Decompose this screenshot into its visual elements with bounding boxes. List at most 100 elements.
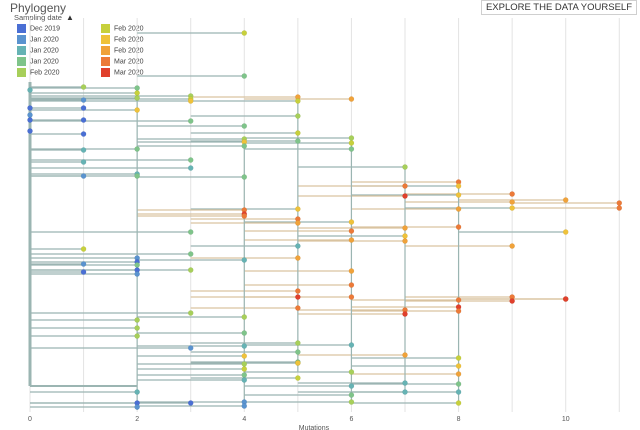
data-point: [241, 143, 248, 149]
legend-label: Feb 2020: [114, 25, 144, 33]
data-point: [348, 294, 355, 300]
legend-swatch: [101, 68, 110, 77]
data-point: [241, 330, 248, 336]
data-point: [295, 340, 301, 346]
data-point: [295, 98, 301, 104]
data-point: [455, 224, 462, 230]
legend-label: Dec 2019: [30, 25, 60, 33]
legend-title[interactable]: Sampling date ▲: [14, 13, 74, 22]
branches: [28, 32, 620, 410]
data-point: [187, 251, 194, 257]
data-point: [241, 73, 248, 79]
data-point: [134, 95, 140, 101]
data-point: [134, 271, 140, 277]
legend-label: Jan 2020: [30, 47, 59, 55]
data-point: [295, 294, 301, 300]
x-tick-label: 6: [349, 416, 353, 423]
legend-swatch: [101, 24, 110, 33]
data-point: [295, 220, 301, 226]
data-point: [134, 173, 140, 179]
data-point: [27, 128, 33, 134]
data-point: [187, 98, 194, 104]
data-point: [295, 113, 301, 119]
data-point: [348, 135, 355, 141]
data-point: [134, 262, 140, 268]
data-point: [134, 325, 140, 331]
data-point: [241, 366, 248, 372]
legend-label: Mar 2020: [114, 69, 144, 77]
data-point: [241, 361, 248, 367]
legend-item[interactable]: Feb 2020: [101, 24, 144, 34]
legend-swatch: [17, 24, 26, 33]
legend-item[interactable]: Mar 2020: [101, 68, 144, 78]
data-point: [348, 268, 355, 274]
data-point: [455, 308, 462, 314]
legend-swatch: [101, 46, 110, 55]
x-tick-label: 4: [242, 416, 246, 423]
x-tick-label: 10: [562, 416, 570, 423]
data-point: [80, 269, 87, 275]
data-point: [348, 383, 355, 389]
data-point: [187, 229, 194, 235]
chevron-up-icon[interactable]: ▲: [66, 13, 74, 22]
data-point: [295, 360, 301, 366]
data-point: [509, 191, 515, 197]
data-point: [348, 228, 355, 234]
data-point: [80, 159, 87, 165]
data-point: [348, 237, 355, 243]
data-point: [241, 314, 248, 320]
data-point: [187, 267, 194, 273]
legend-label: Jan 2020: [30, 36, 59, 44]
legend-item[interactable]: Jan 2020: [17, 46, 59, 56]
data-point: [80, 173, 87, 179]
data-point: [455, 381, 462, 387]
data-point: [402, 233, 408, 239]
data-point: [187, 400, 194, 406]
data-point: [241, 343, 248, 349]
legend-item[interactable]: Mar 2020: [101, 57, 144, 67]
data-point: [509, 243, 515, 249]
page-title: Phylogeny: [10, 1, 67, 15]
explore-data-button[interactable]: EXPLORE THE DATA YOURSELF: [480, 0, 637, 15]
data-point: [402, 183, 408, 189]
data-point: [455, 183, 462, 189]
data-point: [348, 399, 355, 405]
legend-item[interactable]: Feb 2020: [17, 68, 60, 78]
grid: [29, 18, 620, 412]
data-point: [562, 197, 569, 203]
data-point: [402, 225, 408, 231]
data-point: [348, 219, 355, 225]
legend-item[interactable]: Dec 2019: [17, 24, 60, 34]
data-point: [402, 164, 408, 170]
data-point: [455, 206, 462, 212]
data-point: [348, 146, 355, 152]
data-point: [241, 213, 248, 219]
data-point: [241, 403, 248, 409]
data-point: [348, 342, 355, 348]
legend-item[interactable]: Jan 2020: [17, 57, 59, 67]
data-point: [348, 369, 355, 375]
legend-item[interactable]: Feb 2020: [101, 46, 144, 56]
data-point: [134, 333, 140, 339]
data-point: [348, 140, 355, 146]
data-point: [402, 193, 408, 199]
data-point: [509, 199, 515, 205]
data-point: [348, 392, 355, 398]
data-point: [27, 105, 33, 111]
data-point: [241, 174, 248, 180]
x-tick-label: 2: [135, 416, 139, 423]
x-tick-label: 0: [28, 416, 32, 423]
data-point: [241, 257, 248, 263]
legend-label: Jan 2020: [30, 58, 59, 66]
data-point: [295, 255, 301, 261]
legend-item[interactable]: Jan 2020: [17, 35, 59, 45]
data-point: [80, 84, 87, 90]
data-point: [455, 371, 462, 377]
data-point: [80, 147, 87, 153]
data-point: [80, 246, 87, 252]
legend-item[interactable]: Feb 2020: [101, 35, 144, 45]
data-point: [241, 123, 248, 129]
data-point: [455, 192, 462, 198]
data-point: [295, 288, 301, 294]
data-point: [134, 90, 140, 96]
